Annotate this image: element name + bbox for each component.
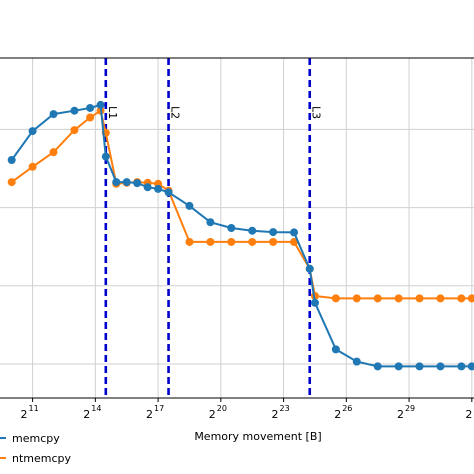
memcpy-point [227,224,236,232]
memcpy-point [164,188,173,197]
memcpy-point [436,362,445,371]
vertical-line-label-l1: L1 [106,106,119,119]
memcpy-point [86,103,95,112]
series-ntmemcpy [7,106,474,303]
x-tick-label: 229 [397,404,415,421]
ntmemcpy-line [11,109,472,300]
memcpy-point [96,100,105,109]
x-tick-label: 220 [209,404,227,421]
x-tick-label: 211 [21,404,39,421]
memcpy-point [70,106,79,115]
memcpy-point [331,345,340,354]
memcpy-point [352,357,361,366]
ntmemcpy-point [436,294,445,303]
memcpy-point [206,218,215,227]
memcpy-point [415,362,424,371]
memcpy-point [305,264,314,273]
series-memcpy [7,100,474,371]
ntmemcpy-point [467,294,474,303]
ntmemcpy-point [269,237,278,246]
memcpy-point [373,362,382,371]
ntmemcpy-point [352,294,361,303]
ntmemcpy-point [331,294,340,303]
memcpy-point [154,184,163,193]
memcpy-point [457,362,466,371]
x-axis-label: Memory movement [B] [194,430,321,443]
vertical-line-label-l3: L3 [310,106,323,119]
x-tick-label: 226 [334,404,352,421]
memcpy-point [112,178,121,187]
memcpy-point [467,362,474,371]
memcpy-point [310,298,319,307]
ntmemcpy-point [457,294,466,303]
ntmemcpy-point [373,294,382,303]
vertical-line-label-l2: L2 [169,106,182,119]
ntmemcpy-point [248,237,257,246]
legend-entry-memcpy: memcpy [0,432,60,445]
legend: memcpy ntmemcpy [0,432,72,465]
ntmemcpy-point [394,294,403,303]
memcpy-point [394,362,403,371]
legend-label: ntmemcpy [12,452,72,465]
memcpy-point [248,226,257,235]
memcpy-point [101,152,110,161]
memcpy-point [143,183,152,192]
cache-boundary-lines: L1 L2 L3 [104,58,323,398]
x-axis-ticks: 211 214 217 220 223 226 229 2 [21,398,473,421]
memcpy-point [7,156,16,164]
data-series [7,100,474,371]
x-tick-label: 214 [83,404,101,421]
ntmemcpy-point [70,126,79,135]
memcpy-point [290,228,299,237]
memcpy-point [185,201,194,210]
x-tick-label: 2 [465,408,472,421]
ntmemcpy-point [227,237,236,246]
legend-label: memcpy [12,432,60,445]
x-tick-label: 217 [146,404,164,421]
memcpy-point [28,127,37,136]
memcpy-point [49,110,58,119]
ntmemcpy-point [86,113,95,122]
ntmemcpy-point [206,237,215,246]
memcpy-line [10,103,472,368]
memcpy-point [133,179,142,188]
legend-entry-ntmemcpy: ntmemcpy [0,452,72,465]
ntmemcpy-point [185,237,194,246]
ntmemcpy-point [415,294,424,303]
plot-frame [0,57,474,399]
ntmemcpy-point [28,162,37,171]
ntmemcpy-point [49,148,58,157]
memcpy-point [122,178,131,187]
memcpy-point [269,228,278,237]
ntmemcpy-point [290,237,299,246]
ntmemcpy-point [7,178,16,187]
x-tick-label: 223 [271,404,289,421]
